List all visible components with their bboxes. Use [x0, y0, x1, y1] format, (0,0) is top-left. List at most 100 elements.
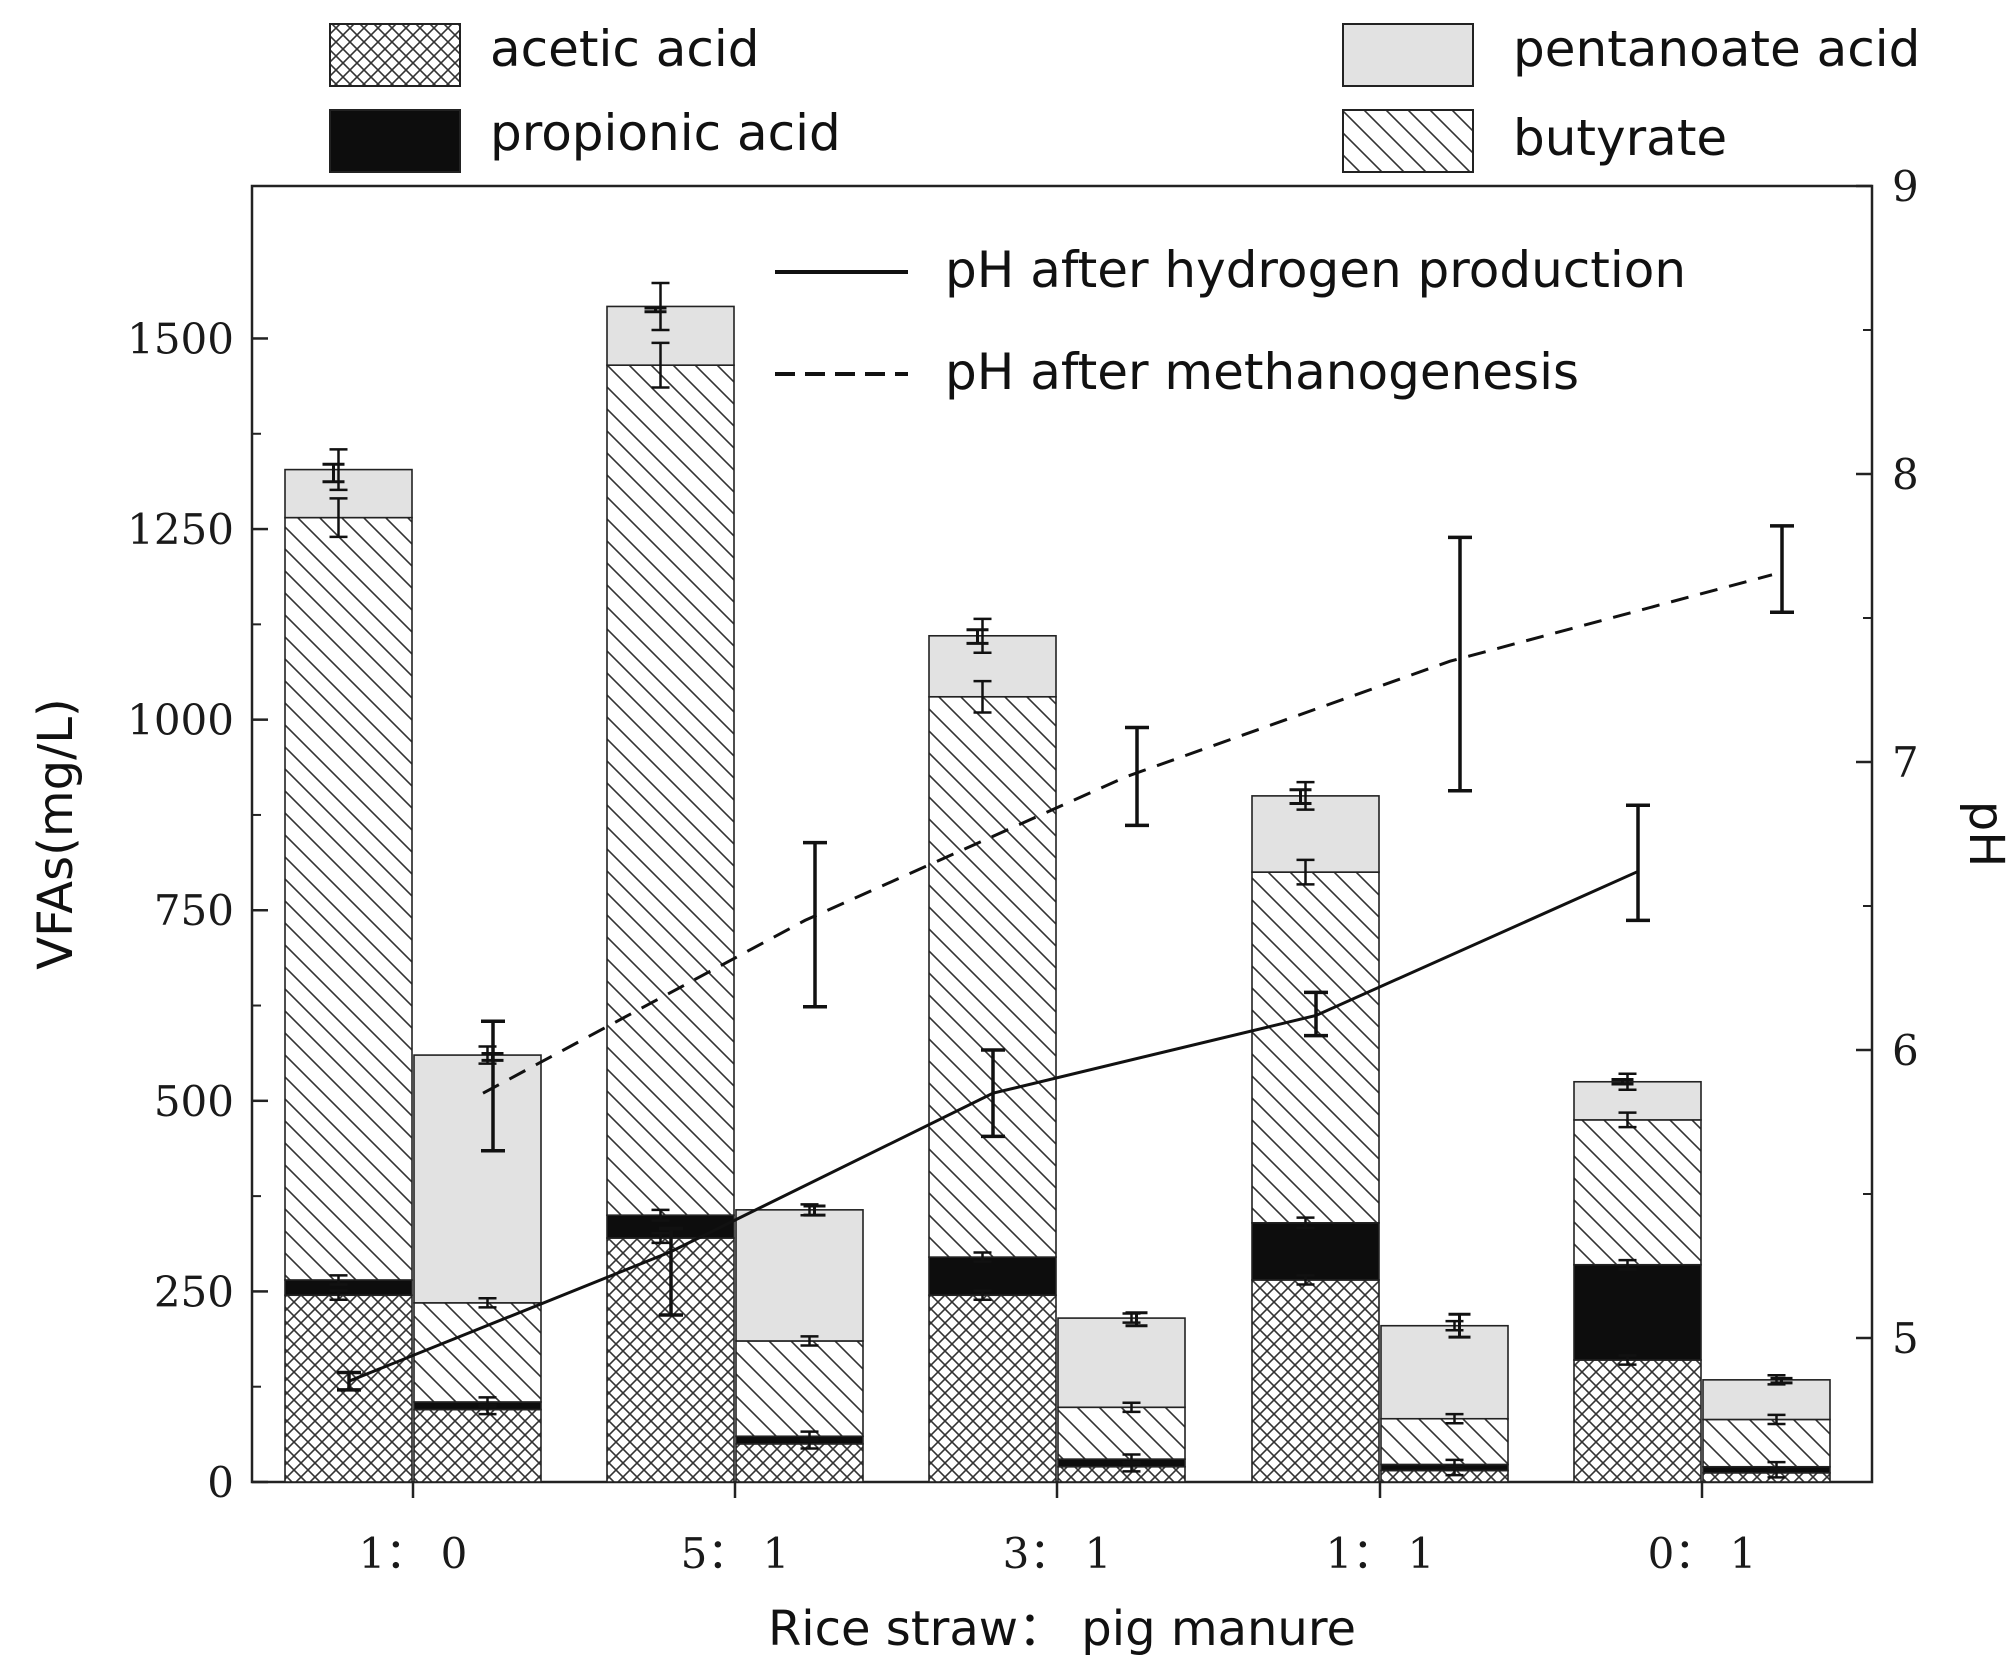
stack-top-error-bar: [966, 628, 989, 645]
segment-error-bar: [651, 1231, 670, 1245]
ph-error-bar: [1770, 524, 1794, 614]
bar-segment-butyrate-after-hydrogen-production: [1251, 871, 1380, 1224]
legend-item-pentanoate-acid: pentanoate acid: [1342, 20, 1920, 87]
y2-axis-title: pH: [1958, 801, 2013, 868]
bar-segment-acetic-acid-after-hydrogen-production: [928, 1294, 1057, 1483]
y2-tick-label: 5: [1892, 1314, 1919, 1363]
segment-error-bar: [800, 1335, 819, 1347]
stack-top-error-bar: [1611, 1077, 1634, 1086]
ph-error-bar: [803, 840, 827, 1009]
segment-error-bar: [651, 1208, 670, 1222]
y-tick-label: 500: [154, 1077, 234, 1126]
legend-label: acetic acid: [490, 20, 760, 78]
legend: acetic acid propionic acid pentanoate acid…: [329, 20, 1920, 173]
segment-error-bar: [651, 341, 670, 389]
segment-error-bar: [478, 1396, 497, 1408]
ph-line-methanogenesis: [482, 573, 1773, 1095]
bar-segment-pentanoate-acid-after-methanogenesis: [1057, 1317, 1186, 1409]
segment-error-bar: [1296, 1274, 1315, 1286]
x-tick-label: 5： 1: [681, 1529, 790, 1578]
bar-segment-propionic-acid-after-hydrogen-production: [284, 1279, 413, 1297]
segment-error-bar: [329, 1274, 348, 1286]
legend-swatch: [1342, 109, 1474, 173]
segment-error-bar: [478, 1297, 497, 1309]
stack-top-error-bar: [1125, 1311, 1148, 1328]
bar-segment-butyrate-after-methanogenesis: [1380, 1417, 1509, 1466]
x-tick-label: 3： 1: [1003, 1529, 1112, 1578]
legend-swatch: [329, 23, 461, 87]
ph-error-bar: [1125, 725, 1149, 828]
legend-label: butyrate: [1513, 109, 1727, 167]
segment-error-bar: [329, 497, 348, 539]
segment-error-bar: [973, 1289, 992, 1302]
bar-segment-butyrate-after-methanogenesis: [1057, 1406, 1186, 1460]
bar-segment-acetic-acid-after-hydrogen-production: [1573, 1359, 1702, 1483]
bar-segment-acetic-acid-after-methanogenesis: [735, 1443, 864, 1483]
bar-segment-pentanoate-acid-after-methanogenesis: [1380, 1324, 1509, 1420]
y-tick-label: 1000: [127, 696, 234, 745]
bar-segment-propionic-acid-after-methanogenesis: [1057, 1458, 1186, 1468]
segment-error-bar: [973, 679, 992, 714]
y-tick-label: 250: [154, 1267, 234, 1316]
line-legend: pH after hydrogen production pH after met…: [775, 241, 1686, 401]
y2-tick-label: 7: [1892, 738, 1919, 787]
segment-error-bar: [1767, 1460, 1786, 1473]
segment-error-bar: [1618, 1072, 1637, 1092]
segment-error-bar: [1122, 1453, 1141, 1465]
segment-error-bar: [1618, 1354, 1637, 1366]
segment-error-bar: [1122, 1401, 1141, 1414]
bar-segment-pentanoate-acid-after-methanogenesis: [1702, 1379, 1831, 1421]
bar-segment-butyrate-after-methanogenesis: [735, 1340, 864, 1438]
ph-error-bar: [1448, 535, 1472, 793]
x-tick-label: 0： 1: [1648, 1529, 1757, 1578]
stack-top-error-bar: [644, 306, 667, 314]
y2-tick-label: 9: [1892, 162, 1919, 211]
ph-error-bar: [1626, 803, 1650, 923]
bar-segment-propionic-acid-after-methanogenesis: [735, 1435, 864, 1445]
y2-tick-label: 8: [1892, 450, 1919, 499]
stack-top-error-bar: [1448, 1312, 1471, 1339]
legend-label: pentanoate acid: [1513, 20, 1920, 78]
y2-tick-label: 6: [1892, 1026, 1919, 1075]
stack-top-error-bar: [1289, 788, 1312, 806]
bar-segment-acetic-acid-after-hydrogen-production: [1251, 1279, 1380, 1483]
line-legend-label: pH after methanogenesis: [945, 343, 1579, 401]
segment-error-bar: [651, 281, 670, 332]
bar-segment-propionic-acid-after-methanogenesis: [1380, 1463, 1509, 1472]
bar-segment-butyrate-after-methanogenesis: [413, 1302, 542, 1403]
plot-area: 0 250 500 750 1000 1250 1500 5 6 7 8 9 1： 0 5： 1 3： 1 1…: [28, 162, 2013, 1657]
bar-segment-pentanoate-acid-after-methanogenesis: [413, 1054, 542, 1304]
legend-item-acetic-acid: acetic acid: [329, 20, 760, 87]
segment-error-bar: [973, 617, 992, 654]
y-tick-label: 1250: [127, 505, 234, 554]
segment-error-bar: [1296, 1216, 1315, 1230]
bar-segment-pentanoate-acid-after-hydrogen-production: [928, 634, 1057, 698]
bar-segment-butyrate-after-hydrogen-production: [284, 516, 413, 1281]
x-axis-title: Rice straw： pig manure: [768, 1601, 1356, 1657]
bar-segment-butyrate-after-hydrogen-production: [1573, 1119, 1702, 1266]
segment-error-bar: [1618, 1258, 1637, 1271]
ph-error-bar: [659, 1226, 683, 1317]
overlay: pH after hydrogen production pH after met…: [322, 241, 1794, 1479]
bar-segment-propionic-acid-after-hydrogen-production: [1251, 1222, 1380, 1281]
bar-segment-butyrate-after-hydrogen-production: [606, 364, 735, 1216]
ph-error-bar: [981, 1048, 1005, 1139]
bar-segment-pentanoate-acid-after-hydrogen-production: [606, 305, 735, 366]
segment-error-bar: [1296, 858, 1315, 886]
bar-segment-propionic-acid-after-hydrogen-production: [1573, 1263, 1702, 1361]
segment-error-bar: [329, 1289, 348, 1302]
bar-segment-propionic-acid-after-hydrogen-production: [928, 1256, 1057, 1297]
bar-segment-propionic-acid-after-methanogenesis: [1702, 1465, 1831, 1474]
legend-item-butyrate: butyrate: [1342, 109, 1727, 173]
segment-error-bar: [1296, 780, 1315, 811]
bar-segment-butyrate-after-methanogenesis: [1702, 1418, 1831, 1468]
legend-swatch: [329, 109, 461, 173]
line-legend-label: pH after hydrogen production: [945, 241, 1686, 299]
bar-segment-pentanoate-acid-after-hydrogen-production: [1251, 795, 1380, 873]
x-tick-label: 1： 0: [359, 1529, 468, 1578]
y-tick-label: 750: [154, 886, 234, 935]
bar-segment-propionic-acid-after-methanogenesis: [413, 1401, 542, 1411]
bar-segment-acetic-acid-after-methanogenesis: [413, 1408, 542, 1483]
y-tick-label: 0: [207, 1458, 234, 1507]
